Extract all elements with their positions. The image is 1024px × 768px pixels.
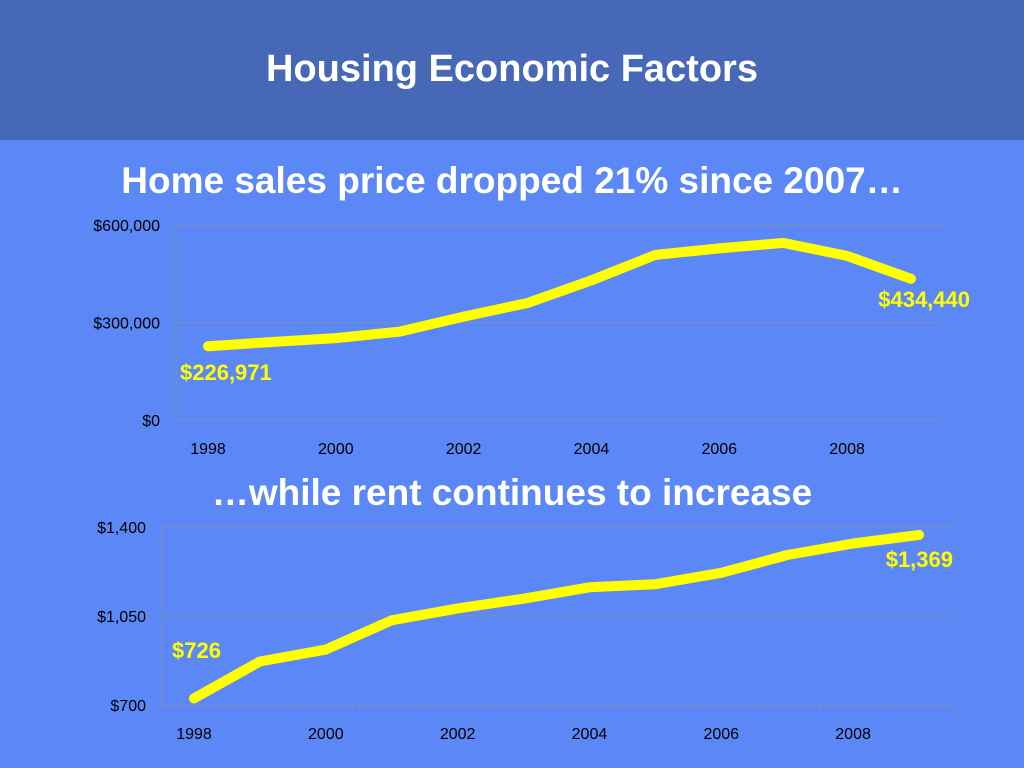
data-point xyxy=(324,648,327,651)
home-price-chart: $600,000 $300,000 $0 1998 2000 2002 2004 2006 20… xyxy=(93,218,970,458)
y-tick-label: $1,050 xyxy=(97,609,146,626)
x-tick-label: 2000 xyxy=(318,441,354,458)
data-point xyxy=(258,660,261,663)
series-line xyxy=(189,529,924,704)
data-point xyxy=(462,315,465,318)
data-point xyxy=(526,302,529,304)
y-tick-label: $600,000 xyxy=(93,218,160,235)
slide-title: Housing Economic Factors xyxy=(266,48,758,90)
data-point xyxy=(193,697,195,700)
data-point xyxy=(390,619,393,622)
rent-chart: $1,400 $1,050 $700 1998 2000 2002 2004 2006 2008… xyxy=(97,520,953,743)
data-point xyxy=(782,241,785,244)
x-tick-label: 1998 xyxy=(176,726,212,743)
x-tick-label: 2000 xyxy=(308,726,344,743)
x-tick-label: 2002 xyxy=(440,726,476,743)
data-point xyxy=(590,279,593,282)
data-point xyxy=(334,337,337,340)
y-tick-label: $1,400 xyxy=(97,520,146,537)
x-tick-label: 2004 xyxy=(574,441,610,458)
first-value-label: $226,971 xyxy=(180,360,272,385)
data-point xyxy=(270,341,273,343)
slide-header: Housing Economic Factors xyxy=(0,0,1024,140)
data-point xyxy=(910,277,912,280)
data-point xyxy=(522,597,525,600)
y-tick-label: $0 xyxy=(142,413,160,430)
x-tick-label: 2006 xyxy=(703,726,739,743)
data-point xyxy=(588,586,591,589)
data-point xyxy=(846,254,849,257)
data-point xyxy=(654,583,657,586)
series-line xyxy=(203,237,916,352)
chart1-title: Home sales price dropped 21% since 2007… xyxy=(121,160,903,201)
x-tick-label: 1998 xyxy=(190,441,226,458)
data-point xyxy=(918,533,920,536)
y-tick-label: $700 xyxy=(110,698,146,715)
x-tick-label: 2008 xyxy=(835,726,871,743)
data-point xyxy=(456,607,459,610)
x-tick-label: 2008 xyxy=(829,441,865,458)
data-point xyxy=(786,553,789,556)
y-tick-label: $300,000 xyxy=(93,316,160,333)
data-point xyxy=(720,571,723,574)
x-tick-label: 2004 xyxy=(572,726,608,743)
x-tick-label: 2006 xyxy=(701,441,737,458)
last-value-label: $1,369 xyxy=(886,547,953,572)
data-point xyxy=(654,253,657,256)
last-value-label: $434,440 xyxy=(878,287,970,312)
data-point xyxy=(852,542,855,545)
data-point xyxy=(398,330,401,333)
x-tick-label: 2002 xyxy=(446,441,482,458)
data-point xyxy=(207,345,209,348)
chart2-title: …while rent continues to increase xyxy=(211,472,813,513)
data-point xyxy=(718,247,721,250)
first-value-label: $726 xyxy=(172,638,221,663)
